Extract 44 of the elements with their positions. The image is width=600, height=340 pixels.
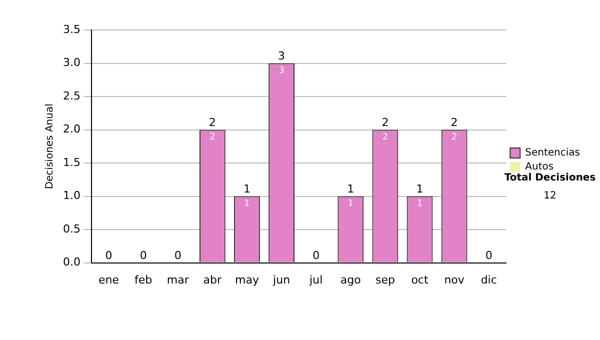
legend-label: Sentencias — [525, 148, 580, 159]
x-tick-label: dic — [480, 273, 497, 286]
total-label: 3 — [278, 50, 286, 63]
y-tick-label: 2.0 — [62, 122, 80, 136]
x-tick-label: feb — [134, 273, 152, 286]
total-label: 2 — [208, 116, 216, 130]
data-label: 1 — [244, 199, 250, 210]
x-tick-label: ago — [340, 273, 362, 286]
y-axis-title: Decisiones Anual — [44, 104, 56, 190]
text: 12 — [544, 190, 556, 202]
data-label: 2 — [210, 132, 216, 143]
data-label: 2 — [382, 132, 388, 143]
y-tick-label: 0.5 — [62, 222, 80, 236]
total-label: 0 — [105, 249, 112, 262]
y-tick-label: 0.0 — [62, 256, 80, 269]
x-tick-label: jul — [308, 273, 323, 286]
x-tick-label: nov — [444, 273, 465, 286]
data-label: 2 — [451, 132, 458, 143]
y-tick-label: 3.0 — [62, 56, 80, 70]
legend-label: Autos — [525, 162, 554, 173]
data-label: 1 — [348, 199, 354, 210]
x-tick-label: may — [235, 273, 260, 286]
total-label: 0 — [174, 249, 182, 262]
y-tick-label: 1.0 — [62, 189, 80, 202]
total-label: 1 — [243, 182, 250, 196]
y-tick-label: 1.5 — [62, 156, 80, 169]
data-label: 1 — [416, 199, 423, 210]
x-tick-label: sep — [375, 273, 395, 286]
total-label: 0 — [312, 249, 320, 262]
total-label: 2 — [450, 116, 458, 130]
y-tick-label: 3.5 — [62, 22, 80, 36]
x-tick-label: ene — [98, 273, 120, 286]
total-label: 2 — [382, 116, 389, 130]
x-tick-label: oct — [411, 273, 429, 286]
annotation: Total Decisiones — [504, 172, 596, 184]
x-tick-label: jun — [272, 273, 290, 286]
total-label: 0 — [140, 249, 147, 262]
x-tick-label: mar — [166, 273, 190, 286]
total-label: 1 — [416, 182, 424, 196]
data-label: 3 — [278, 66, 284, 76]
y-tick-label: 2.5 — [62, 89, 80, 102]
total-label: 0 — [485, 249, 492, 262]
total-label: 1 — [347, 182, 354, 196]
x-tick-label: abr — [203, 273, 222, 286]
